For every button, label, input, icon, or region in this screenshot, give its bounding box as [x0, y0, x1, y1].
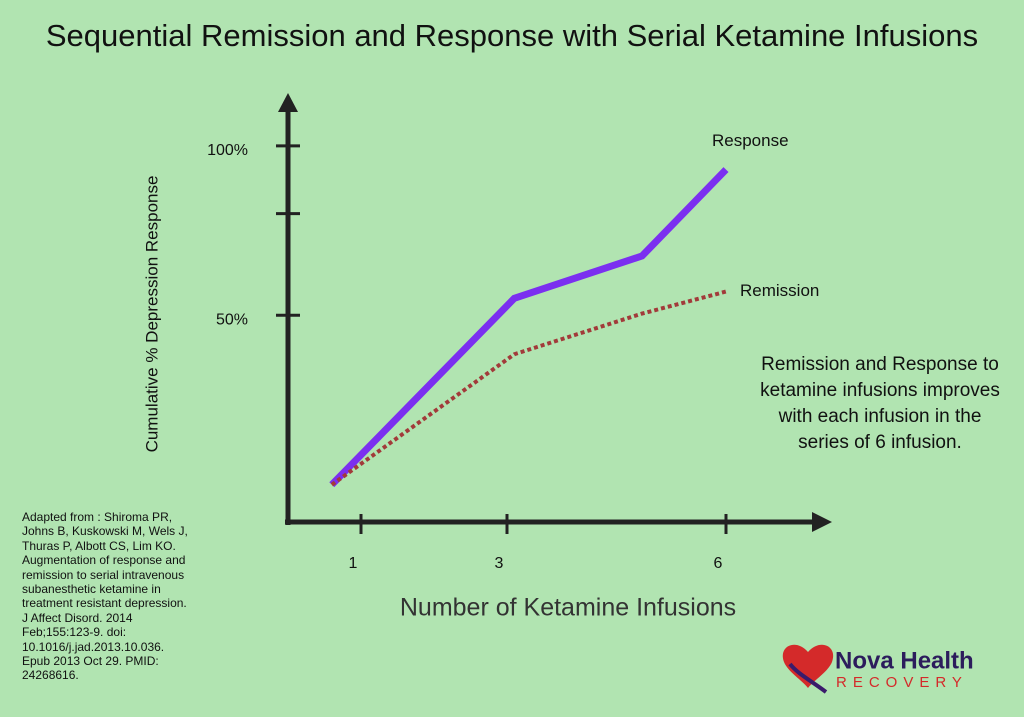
- logo-swoosh: [788, 662, 828, 694]
- series-label: Remission: [740, 281, 819, 300]
- citation: Adapted from : Shiroma PR, Johns B, Kusk…: [22, 510, 188, 683]
- chart-title: Sequential Remission and Response with S…: [46, 18, 978, 53]
- x-axis-label: Number of Ketamine Infusions: [400, 594, 736, 622]
- series-line: [330, 289, 727, 487]
- logo-name: Nova Health: [835, 647, 974, 674]
- series-label: Response: [712, 131, 789, 150]
- y-axis-label: Cumulative % Depression Response: [142, 176, 161, 453]
- logo-heart: [782, 644, 834, 688]
- x-arrow: [812, 512, 832, 532]
- x-tick-label: 3: [495, 555, 504, 572]
- y-tick-label: 100%: [207, 142, 248, 159]
- x-tick-label: 6: [714, 555, 723, 572]
- x-tick-label: 1: [349, 555, 358, 572]
- series-line: [329, 167, 729, 488]
- y-arrow: [278, 93, 298, 112]
- logo-tagline: RECOVERY: [836, 674, 968, 691]
- annotation: Remission and Response to ketamine infus…: [760, 354, 1000, 453]
- y-tick-label: 50%: [216, 311, 248, 328]
